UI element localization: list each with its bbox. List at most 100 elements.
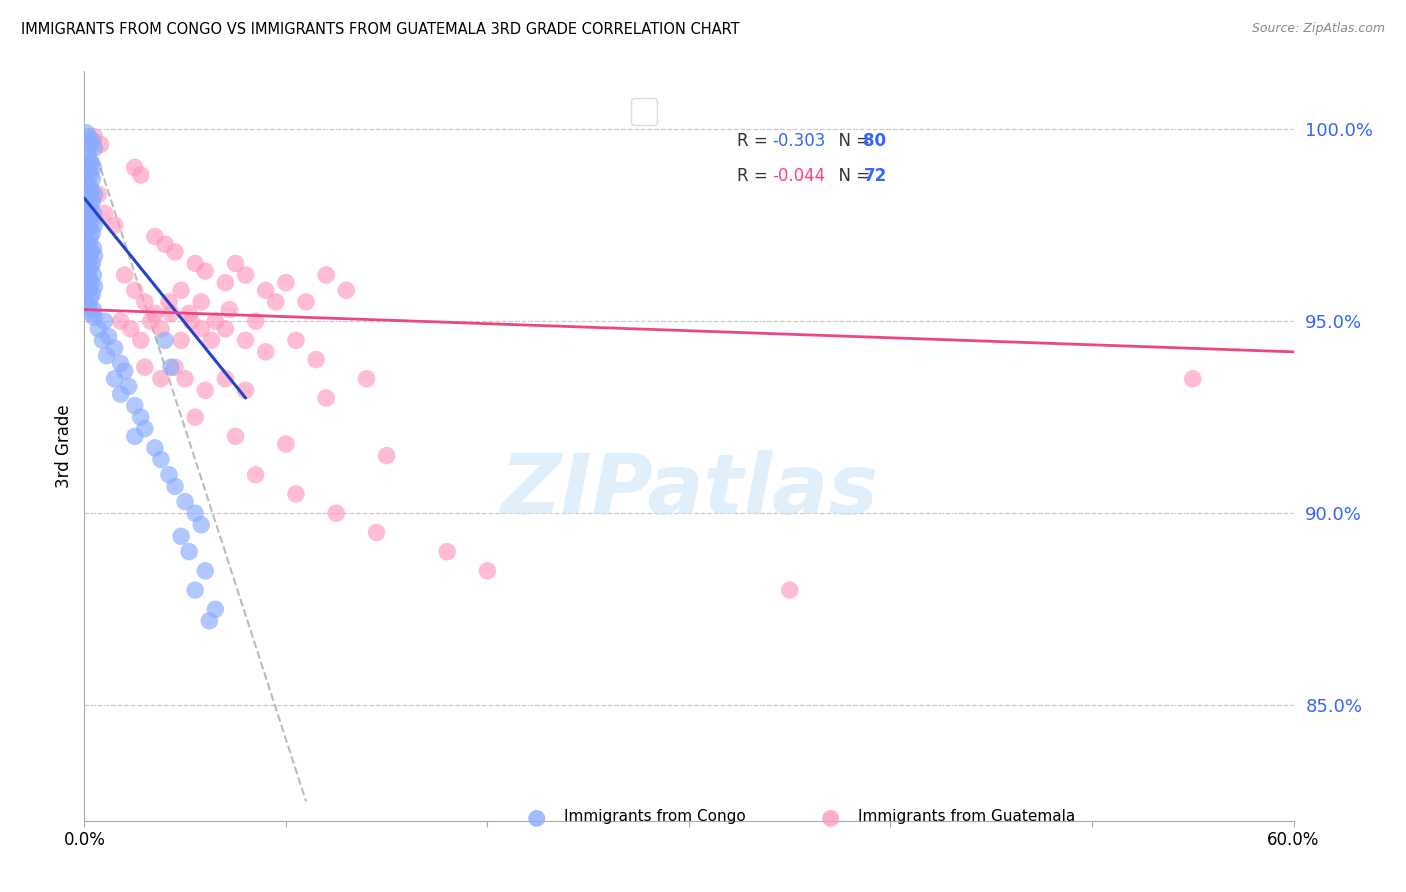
Point <box>214 276 236 290</box>
Point <box>366 525 388 540</box>
Point <box>204 314 226 328</box>
Point <box>83 310 105 325</box>
Point <box>93 314 115 328</box>
Point <box>325 506 347 520</box>
Point <box>82 256 104 270</box>
Point <box>82 134 104 148</box>
Point <box>179 306 201 320</box>
Text: ●: ● <box>821 807 839 827</box>
Point <box>149 452 172 467</box>
Point <box>165 479 187 493</box>
Point <box>214 322 236 336</box>
Point <box>134 422 156 436</box>
Point <box>174 372 197 386</box>
Point <box>170 334 193 348</box>
Point <box>170 284 193 298</box>
Point <box>82 268 104 282</box>
Point <box>83 141 105 155</box>
Point <box>436 544 458 558</box>
Point <box>180 314 202 328</box>
Point <box>124 429 146 443</box>
Point <box>93 206 115 220</box>
Point <box>194 264 217 278</box>
Point <box>184 506 207 520</box>
Point <box>149 372 172 386</box>
Point <box>274 276 297 290</box>
Point <box>80 306 103 320</box>
Text: R =: R = <box>737 167 773 185</box>
Point <box>245 314 267 328</box>
Point <box>110 387 132 401</box>
Point <box>204 602 226 616</box>
Point <box>143 441 166 455</box>
Point <box>149 322 172 336</box>
Point <box>264 294 287 309</box>
Point <box>79 179 101 194</box>
Point <box>110 314 132 328</box>
Point <box>285 487 308 501</box>
Text: R =: R = <box>737 132 773 151</box>
Point <box>157 467 180 482</box>
Point <box>198 614 221 628</box>
Point <box>254 284 277 298</box>
Point <box>124 161 146 175</box>
Point <box>134 360 156 375</box>
Text: Source: ZipAtlas.com: Source: ZipAtlas.com <box>1251 22 1385 36</box>
Text: ●: ● <box>526 807 546 827</box>
Point <box>165 360 187 375</box>
Point <box>214 372 236 386</box>
Point <box>184 410 207 425</box>
Text: Immigrants from Guatemala: Immigrants from Guatemala <box>858 809 1076 824</box>
Point <box>79 211 101 225</box>
Point <box>80 244 103 259</box>
Point <box>96 349 118 363</box>
Text: 80: 80 <box>863 132 886 151</box>
Point <box>356 372 378 386</box>
Point <box>274 437 297 451</box>
Point <box>235 334 257 348</box>
Point <box>184 583 207 598</box>
Point <box>315 268 337 282</box>
Point <box>235 384 257 398</box>
Point <box>179 544 201 558</box>
Point <box>194 384 217 398</box>
Point <box>75 176 97 190</box>
Point <box>83 187 105 202</box>
Point <box>129 334 152 348</box>
Point <box>80 184 103 198</box>
Text: -0.044: -0.044 <box>772 167 825 185</box>
Point <box>157 294 180 309</box>
Point <box>120 322 142 336</box>
Point <box>77 222 100 236</box>
Point <box>124 399 146 413</box>
Point <box>79 137 101 152</box>
Point <box>87 322 110 336</box>
Point <box>82 226 104 240</box>
Point <box>129 168 152 182</box>
Text: -0.303: -0.303 <box>772 132 825 151</box>
Point <box>82 287 104 301</box>
Point <box>89 137 111 152</box>
Text: 72: 72 <box>863 167 887 185</box>
Text: N =: N = <box>828 132 876 151</box>
Point <box>190 294 212 309</box>
Point <box>79 168 101 182</box>
Point <box>335 284 357 298</box>
Point <box>170 529 193 543</box>
Point <box>245 467 267 482</box>
Point <box>104 341 127 355</box>
Point <box>124 284 146 298</box>
Point <box>76 264 98 278</box>
Point <box>118 379 141 393</box>
Point <box>375 449 398 463</box>
Point <box>80 156 103 170</box>
Text: Immigrants from Congo: Immigrants from Congo <box>564 809 747 824</box>
Point <box>129 410 152 425</box>
Legend:  <box>631 98 658 125</box>
Point <box>83 279 105 293</box>
Point <box>77 284 100 298</box>
Point <box>139 314 162 328</box>
Point <box>82 172 104 186</box>
Point <box>235 268 257 282</box>
Point <box>91 334 114 348</box>
